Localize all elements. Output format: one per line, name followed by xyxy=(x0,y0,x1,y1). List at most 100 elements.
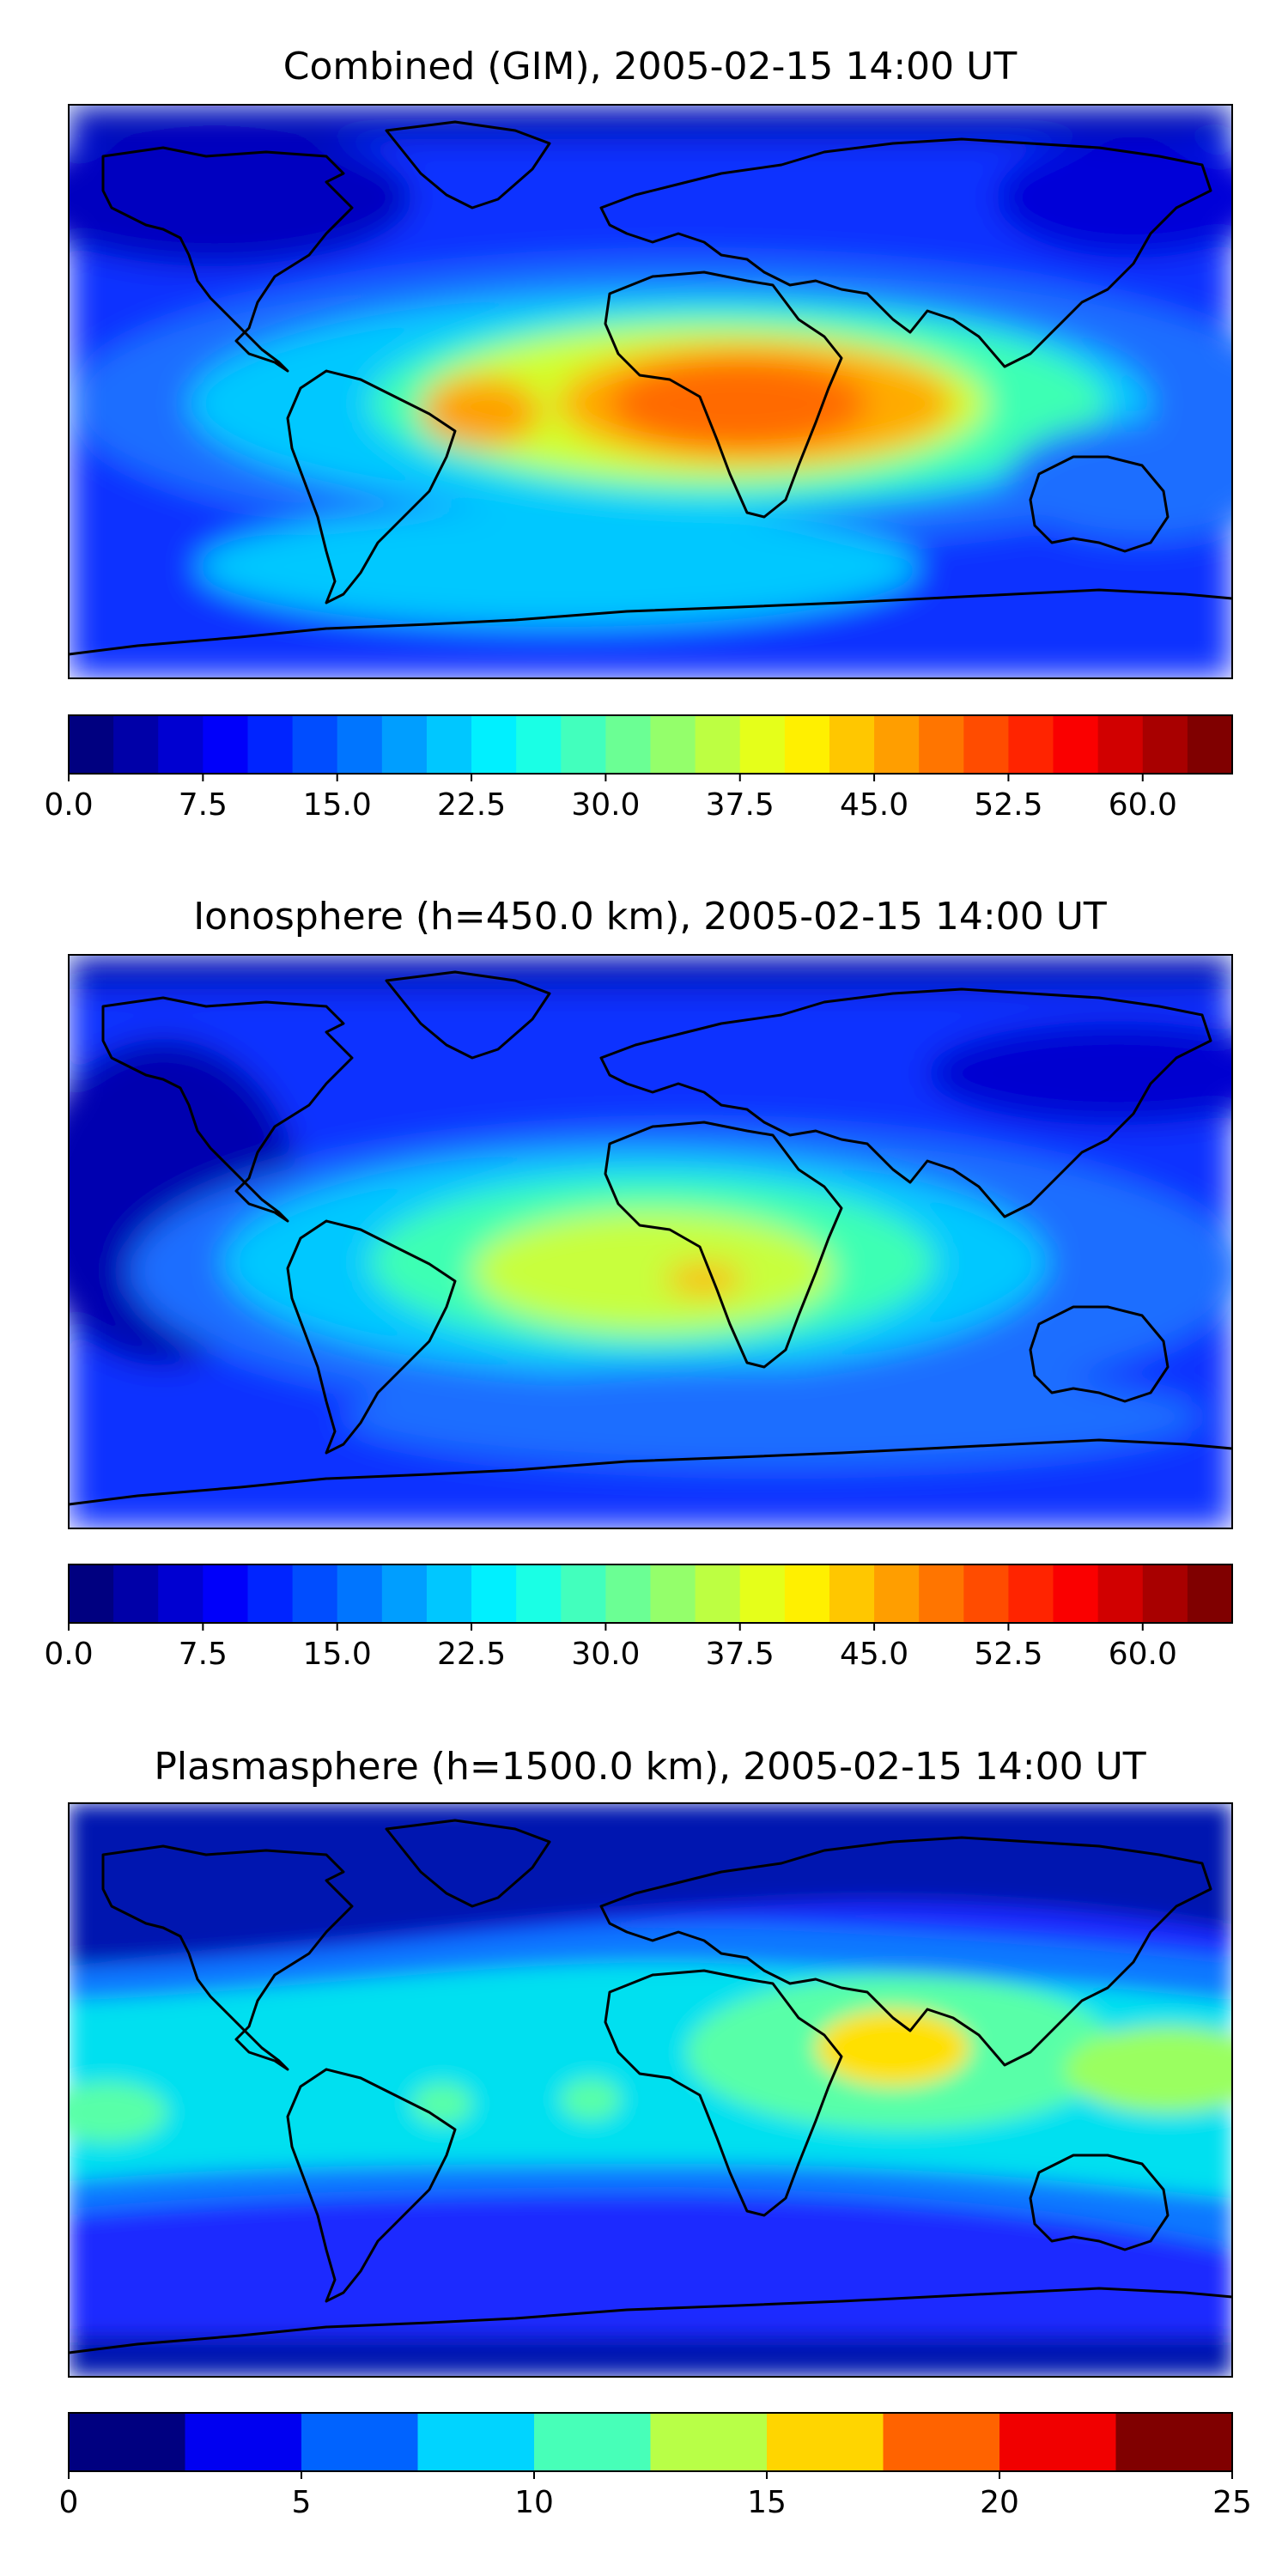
coast-south-america xyxy=(286,2068,457,2303)
coast-australia xyxy=(1029,1305,1170,1403)
colorbar-level xyxy=(695,1564,741,1623)
coast-south-america xyxy=(286,369,457,605)
colorbar-combined: 0.0 7.5 15.0 22.5 30.0 37.5 45.0 52.5 60.0 xyxy=(44,714,1233,823)
colorbar-level xyxy=(471,715,517,774)
colorbar-tick-label: 60.0 xyxy=(1109,1637,1177,1672)
colorbar-level xyxy=(69,715,114,774)
colorbar-tick-label: 52.5 xyxy=(974,1637,1042,1672)
colorbar-level xyxy=(784,1564,830,1623)
coast-antarctica xyxy=(69,2287,1232,2354)
colorbar-tick-label: 15.0 xyxy=(303,787,372,823)
field-arctic-low-east xyxy=(996,137,1232,258)
colorbar-level xyxy=(874,715,920,774)
colorbar-level xyxy=(561,1564,606,1623)
coast-north-america xyxy=(101,1844,354,2071)
panel-title-plasmasphere: Plasmasphere (h=1500.0 km), 2005-02-15 1… xyxy=(154,1745,1145,1789)
field-arctic-low xyxy=(69,129,412,266)
colorbar-level xyxy=(1008,715,1054,774)
colorbar-level xyxy=(69,2413,186,2471)
coast-north-america xyxy=(101,146,354,373)
coast-antarctica xyxy=(69,588,1232,656)
colorbar-level xyxy=(516,715,562,774)
colorbar-level xyxy=(1097,715,1144,774)
field-africa-max xyxy=(610,359,867,448)
colorbar-frame xyxy=(68,2412,1233,2472)
colorbar-level xyxy=(1142,715,1188,774)
colorbar-level xyxy=(113,715,159,774)
colorbar-level xyxy=(247,715,294,774)
field-maritime-high xyxy=(1065,2026,1232,2112)
colorbar-level xyxy=(381,715,428,774)
panel-title-ionosphere: Ionosphere (h=450.0 km), 2005-02-15 14:0… xyxy=(193,895,1107,939)
coast-antarctica xyxy=(69,1438,1232,1506)
coast-africa xyxy=(604,1969,843,2217)
colorbar-level xyxy=(605,1564,652,1623)
colorbar-tick-label: 0 xyxy=(59,2485,79,2520)
colorbar-level xyxy=(650,715,696,774)
field-west-pacific xyxy=(1005,421,1232,541)
colorbar-tick-label: 5 xyxy=(292,2485,312,2520)
coast-greenland xyxy=(385,970,551,1060)
colorbar-level xyxy=(471,1564,517,1623)
colorbar-tick-label: 22.5 xyxy=(437,787,506,823)
map-frame-plasmasphere xyxy=(68,1802,1233,2378)
colorbar-frame xyxy=(68,714,1233,775)
colorbar-level xyxy=(337,1564,383,1623)
field-polar-cap xyxy=(69,955,1232,989)
colorbar-level xyxy=(1008,1564,1054,1623)
colorbar-level xyxy=(1187,1564,1233,1623)
coastlines-ionosphere xyxy=(69,970,1232,1506)
map-panel-ionosphere xyxy=(69,955,1232,1528)
colorbar-level xyxy=(426,715,472,774)
colorbar-tick-label: 10 xyxy=(514,2485,554,2520)
field-samerica-spot xyxy=(412,2083,472,2124)
field-south-ridge xyxy=(197,507,919,627)
colorbar-level xyxy=(695,715,741,774)
colorbar-level xyxy=(158,715,204,774)
field-asia-low xyxy=(927,1022,1232,1125)
colorbar-tick-label: 15 xyxy=(747,2485,787,2520)
colorbar-level xyxy=(767,2413,884,2471)
coast-north-america xyxy=(101,996,354,1223)
colorbar-level xyxy=(829,715,875,774)
coast-greenland xyxy=(385,1819,551,1908)
colorbar-plasmasphere: 0 5 10 15 20 25 xyxy=(59,2412,1252,2520)
colorbar-level xyxy=(1097,1564,1144,1623)
colorbar-level xyxy=(739,715,786,774)
coast-europe-asia xyxy=(599,987,1212,1218)
colorbar-level xyxy=(1053,1564,1099,1623)
colorbar-level xyxy=(963,1564,1010,1623)
colorbar-level xyxy=(534,2413,652,2471)
colorbar-level xyxy=(829,1564,875,1623)
colorbar-tick-label: 30.0 xyxy=(571,1637,640,1672)
coastlines-plasmasphere xyxy=(69,1819,1232,2354)
coast-europe-asia xyxy=(599,137,1212,368)
colorbar-level xyxy=(185,2413,302,2471)
colorbar-level xyxy=(1142,1564,1188,1623)
colorbar-level xyxy=(158,1564,204,1623)
colorbar-tick-label: 45.0 xyxy=(840,787,908,823)
colorbar-tick-label: 15.0 xyxy=(303,1637,372,1672)
colorbar-level xyxy=(426,1564,472,1623)
coast-africa xyxy=(604,1121,843,1369)
colorbar-tick-label: 0.0 xyxy=(44,1637,93,1672)
colorbar-level xyxy=(113,1564,159,1623)
coast-africa xyxy=(604,270,843,519)
colorbar-level xyxy=(605,715,652,774)
field-india-max xyxy=(816,2009,970,2087)
field-africa-high xyxy=(472,1211,833,1331)
colorbar-level xyxy=(381,1564,428,1623)
coast-greenland xyxy=(385,120,551,210)
coast-australia xyxy=(1029,455,1170,553)
colorbar-level xyxy=(650,1564,696,1623)
colorbar-level xyxy=(919,1564,964,1623)
colorbar-level xyxy=(203,1564,249,1623)
colorbar-level xyxy=(739,1564,786,1623)
colorbar-tick-label: 7.5 xyxy=(179,787,228,823)
coast-south-america xyxy=(286,1219,457,1455)
colorbar-level xyxy=(963,715,1010,774)
field-atlantic-spot xyxy=(561,2079,621,2120)
colorbar-ionosphere: 0.0 7.5 15.0 22.5 30.0 37.5 45.0 52.5 60.0 xyxy=(44,1564,1233,1672)
colorbar-tick-label: 20 xyxy=(980,2485,1019,2520)
colorbar-level xyxy=(417,2413,535,2471)
